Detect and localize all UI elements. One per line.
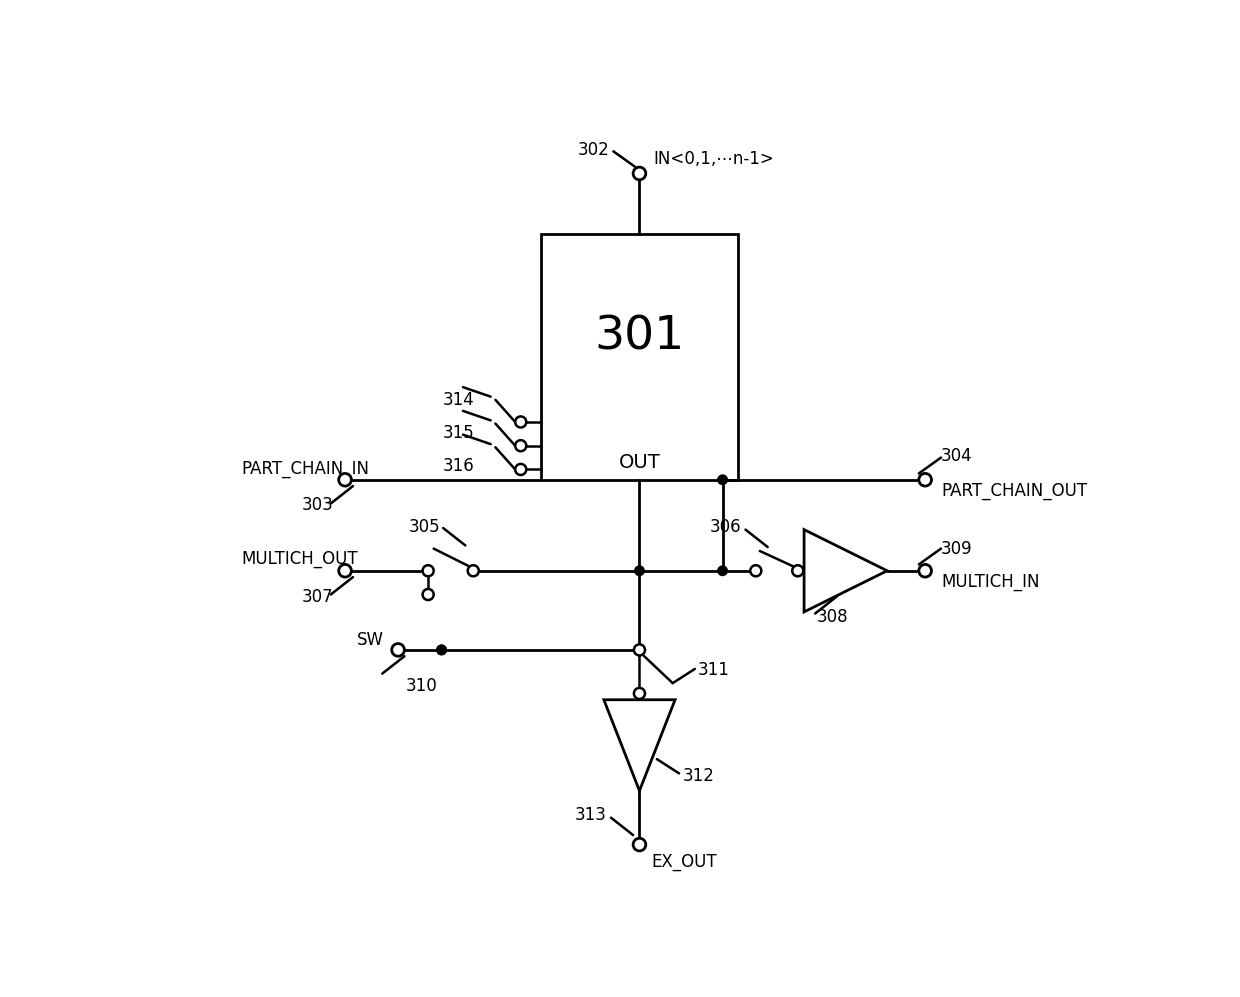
Text: 303: 303	[301, 497, 334, 514]
Text: OUT: OUT	[619, 453, 661, 472]
Text: 313: 313	[574, 806, 606, 824]
Text: 311: 311	[698, 661, 730, 680]
Circle shape	[634, 644, 645, 655]
Circle shape	[919, 564, 931, 577]
Text: 312: 312	[682, 767, 714, 785]
Circle shape	[339, 564, 351, 577]
Text: IN<0,1,⋯n-1>: IN<0,1,⋯n-1>	[653, 151, 775, 168]
Text: 309: 309	[941, 539, 972, 557]
Circle shape	[515, 440, 526, 452]
Circle shape	[515, 417, 526, 428]
Text: 305: 305	[408, 518, 440, 536]
Circle shape	[792, 565, 804, 576]
Text: EX_OUT: EX_OUT	[651, 853, 717, 871]
Circle shape	[436, 645, 446, 655]
Circle shape	[634, 688, 645, 699]
Circle shape	[467, 565, 479, 576]
Text: 314: 314	[443, 391, 475, 409]
Text: 301: 301	[594, 315, 684, 360]
Circle shape	[436, 645, 446, 655]
Text: MULTICH_IN: MULTICH_IN	[941, 573, 1039, 591]
Circle shape	[423, 565, 434, 576]
Circle shape	[634, 838, 646, 850]
Text: PART_CHAIN_IN: PART_CHAIN_IN	[242, 460, 370, 478]
Text: 310: 310	[405, 677, 438, 695]
Text: 316: 316	[443, 458, 475, 476]
Text: 308: 308	[817, 607, 848, 626]
Text: 307: 307	[301, 588, 334, 606]
Text: 306: 306	[711, 518, 742, 536]
Circle shape	[339, 474, 351, 487]
Text: PART_CHAIN_OUT: PART_CHAIN_OUT	[941, 482, 1087, 499]
Circle shape	[515, 464, 526, 475]
Text: SW: SW	[357, 631, 384, 649]
Text: 304: 304	[941, 447, 972, 465]
Circle shape	[718, 475, 728, 485]
FancyBboxPatch shape	[541, 234, 738, 480]
Circle shape	[392, 644, 404, 656]
Circle shape	[718, 566, 728, 575]
Circle shape	[634, 167, 646, 179]
Circle shape	[635, 566, 645, 575]
Text: MULTICH_OUT: MULTICH_OUT	[242, 550, 358, 568]
Circle shape	[423, 589, 434, 600]
Text: 302: 302	[578, 141, 609, 159]
Circle shape	[750, 565, 761, 576]
Text: 315: 315	[443, 424, 475, 442]
Circle shape	[919, 474, 931, 487]
